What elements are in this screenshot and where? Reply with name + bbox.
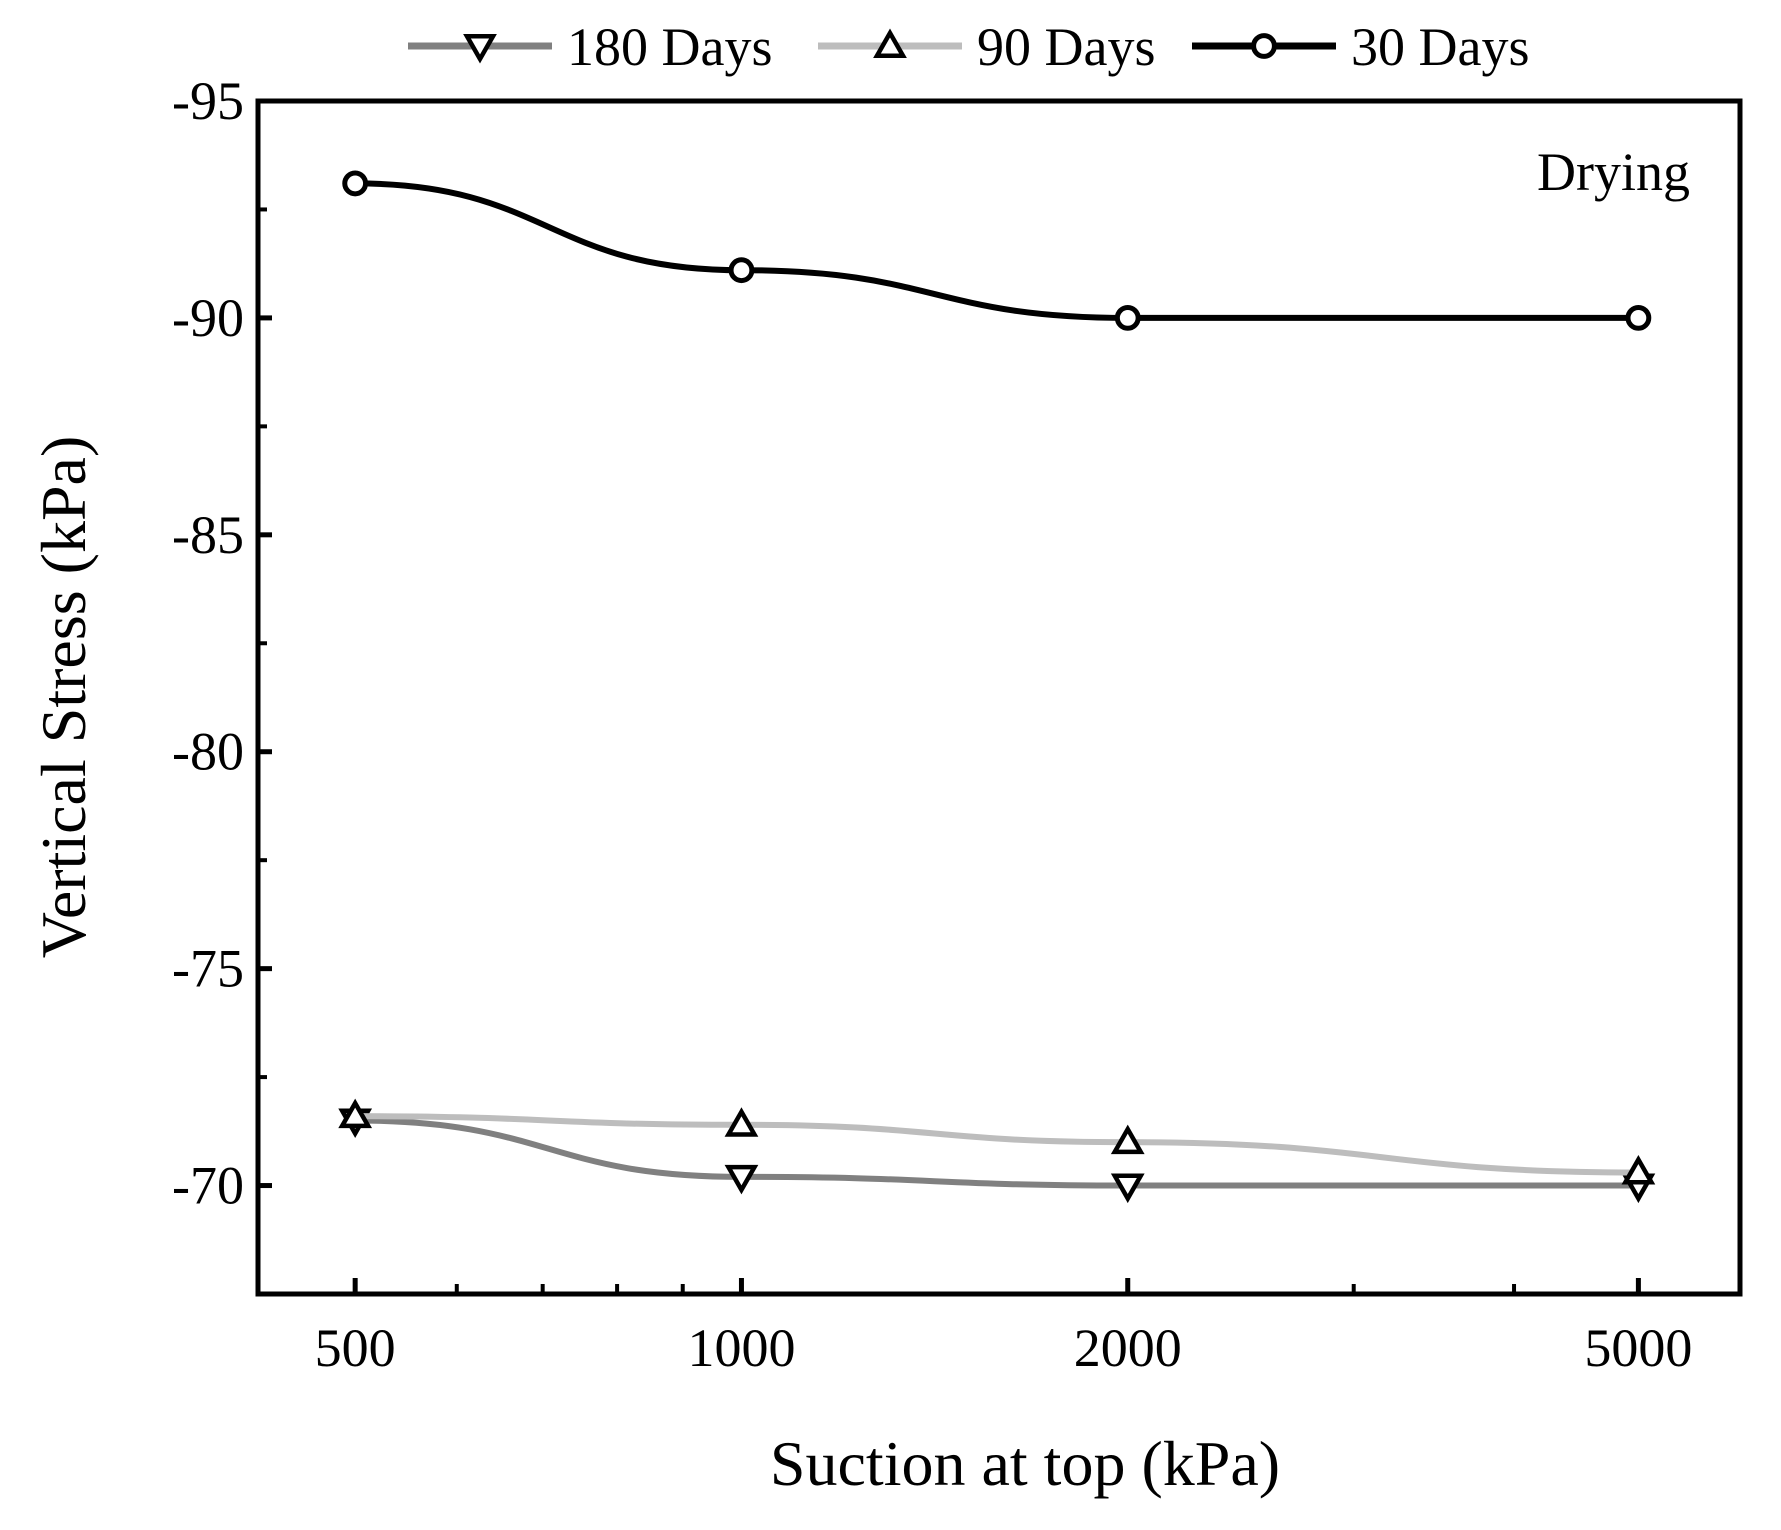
data-point	[1110, 1173, 1145, 1204]
y-tick-label: -95	[172, 71, 244, 131]
legend-marker	[873, 28, 907, 58]
data-point	[728, 257, 755, 284]
y-axis-title: Vertical Stress (kPa)	[28, 436, 99, 959]
y-tick-label: -80	[172, 722, 244, 782]
legend-item-90-days: 90 Days	[818, 17, 1155, 77]
x-tick-label: 2000	[1074, 1318, 1182, 1378]
data-point	[724, 1164, 759, 1195]
y-tick-label: -90	[172, 288, 244, 348]
series-180-days	[338, 1108, 1656, 1204]
legend-label: 30 Days	[1351, 17, 1529, 77]
series-90-days	[338, 1098, 1656, 1185]
x-tick-label: 5000	[1584, 1318, 1692, 1378]
legend-label: 180 Days	[567, 17, 772, 77]
data-point	[1621, 1154, 1656, 1185]
y-tick-label: -85	[172, 505, 244, 565]
legend-label: 90 Days	[977, 17, 1155, 77]
y-tick-label: -70	[172, 1156, 244, 1216]
annotation-drying: Drying	[1537, 142, 1690, 202]
x-axis-title: Suction at top (kPa)	[770, 1428, 1280, 1499]
axes-layer: -70 -75 -80 -85 -90 -95 500 1000 2000 5000	[172, 71, 1692, 1378]
legend: 180 Days 90 Days 30 Days	[408, 17, 1529, 77]
series-line	[355, 180, 1639, 321]
data-point	[1114, 305, 1141, 331]
series-layer	[338, 170, 1656, 1204]
data-point	[1110, 1124, 1145, 1155]
data-point	[1625, 305, 1652, 331]
y-tick-label: -75	[172, 939, 244, 999]
data-point	[724, 1107, 759, 1137]
x-tick-label: 500	[315, 1318, 396, 1378]
series-30-days	[342, 170, 1652, 331]
data-point	[338, 1098, 373, 1129]
legend-marker	[1251, 33, 1277, 59]
plot-frame	[255, 98, 1743, 1297]
series-line	[355, 1113, 1639, 1176]
legend-item-180-days: 180 Days	[408, 17, 772, 77]
legend-item-30-days: 30 Days	[1192, 17, 1529, 77]
legend-marker	[463, 34, 497, 64]
data-point	[342, 170, 369, 197]
series-line	[355, 1117, 1639, 1189]
x-tick-label: 1000	[687, 1318, 795, 1378]
